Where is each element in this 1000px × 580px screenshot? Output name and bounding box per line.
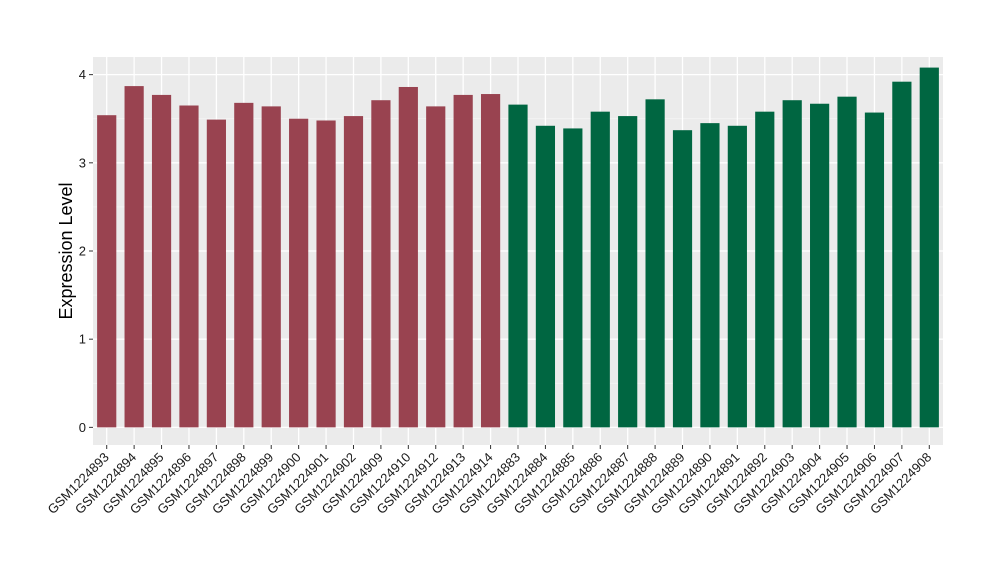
bar-GSM1224887 [618,116,638,428]
bar-GSM1224897 [206,119,226,428]
y-tick-label: 2 [79,244,86,259]
bar-GSM1224895 [151,94,172,428]
bar-GSM1224892 [755,111,775,428]
bar-GSM1224904 [810,103,830,428]
bar-GSM1224899 [261,106,281,428]
bar-GSM1224888 [645,99,665,428]
y-axis: 0 1 2 3 4 [79,67,93,435]
bar-GSM1224885 [563,128,583,428]
bar-GSM1224901 [316,120,336,428]
bar-GSM1224894 [124,86,144,428]
bar-GSM1224896 [179,105,199,428]
bar-GSM1224903 [782,100,802,428]
bar-GSM1224884 [535,125,556,428]
bar-GSM1224889 [672,130,693,428]
bar-GSM1224902 [343,116,364,428]
bar-GSM1224906 [864,112,885,428]
y-tick-label: 0 [79,420,86,435]
y-tick-label: 1 [79,332,86,347]
bar-GSM1224886 [590,111,610,428]
y-tick-label: 4 [79,67,86,82]
bar-GSM1224907 [892,81,912,428]
bar-GSM1224914 [480,94,501,428]
bar-GSM1224910 [398,86,418,428]
y-tick-label: 3 [79,155,86,170]
bar-GSM1224898 [234,102,254,428]
bar-GSM1224908 [919,67,939,428]
bar-GSM1224890 [700,123,720,428]
bar-GSM1224912 [426,106,446,428]
bar-GSM1224909 [371,100,391,428]
bar-GSM1224883 [508,104,528,428]
bar-GSM1224900 [289,118,309,428]
bar-GSM1224913 [453,94,473,428]
x-axis: GSM1224893GSM1224894GSM1224895GSM1224896… [44,445,934,517]
bars-group [97,67,939,428]
bar-GSM1224905 [837,96,857,428]
bar-GSM1224893 [97,115,117,428]
y-axis-label: Expression Level [56,182,76,319]
bar-GSM1224891 [727,125,747,428]
